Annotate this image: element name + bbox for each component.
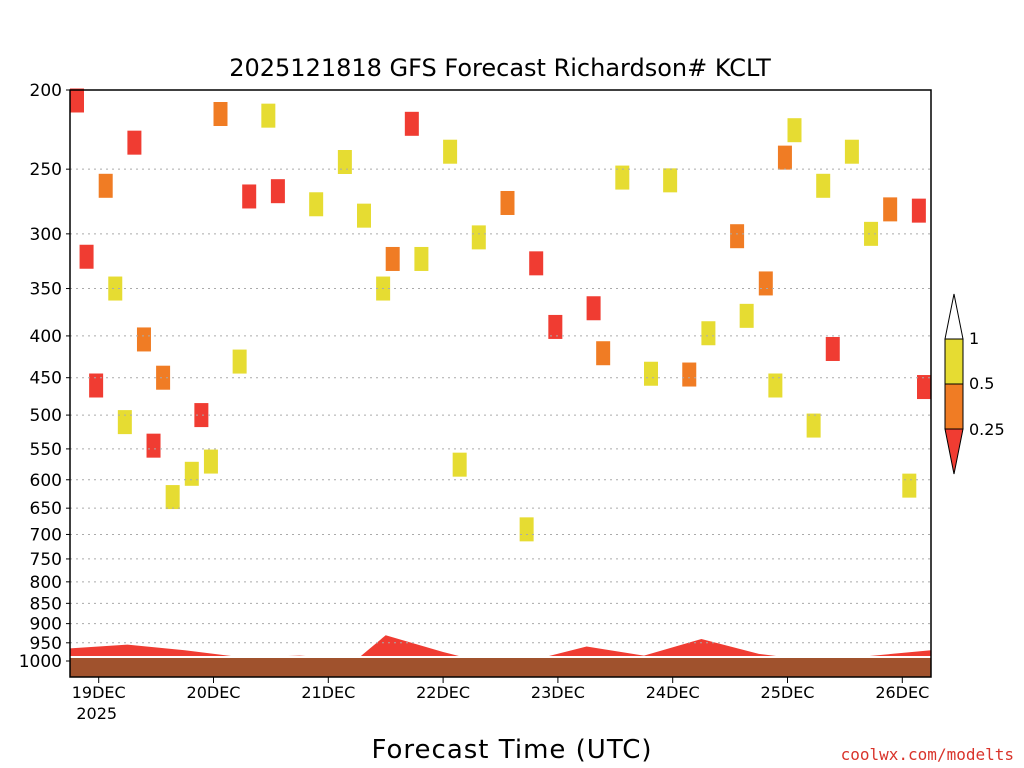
- heatmap-cell: [816, 173, 831, 198]
- heatmap-cell: [117, 410, 132, 435]
- heatmap-cell: [309, 192, 324, 217]
- heatmap-cell: [825, 336, 840, 361]
- heatmap-cell: [165, 485, 180, 510]
- y-tick-label: 300: [30, 225, 62, 245]
- heatmap-cell: [883, 197, 898, 222]
- heatmap-cell: [586, 296, 601, 321]
- colorbar-legend: 1 0.5 0.25: [944, 293, 1005, 475]
- heatmap-cell: [911, 198, 926, 223]
- heatmap-cell: [864, 221, 879, 246]
- heatmap-cell: [644, 361, 658, 386]
- y-tick-label: 700: [30, 525, 62, 545]
- heatmap-cell: [108, 276, 123, 301]
- heatmap-cell: [146, 433, 161, 458]
- heatmap-cell: [414, 246, 429, 271]
- legend-label: 1: [969, 329, 979, 348]
- heatmap-cell: [730, 224, 745, 249]
- heatmap-cell: [242, 184, 257, 209]
- y-tick-label: 250: [30, 160, 62, 180]
- heatmap-cell: [70, 88, 84, 113]
- heatmap-cell: [270, 179, 285, 204]
- heatmap-cell: [213, 102, 228, 127]
- y-tick-label: 900: [30, 615, 62, 635]
- heatmap-cell: [471, 225, 486, 250]
- y-tick-label: 850: [30, 594, 62, 614]
- heatmap-cell: [443, 139, 458, 164]
- heatmap-cell: [194, 403, 209, 428]
- y-tick-label: 450: [30, 369, 62, 389]
- heatmap-cell: [758, 271, 773, 296]
- heatmap-cell: [89, 373, 104, 398]
- plot-frame: [69, 89, 932, 678]
- x-tick-label: 25DEC: [761, 683, 815, 702]
- heatmap-cell: [404, 111, 419, 136]
- ground-layer: [70, 657, 931, 677]
- legend-top-arrow: [944, 293, 964, 340]
- x-tick-year: 2025: [76, 704, 117, 723]
- y-tick-label: 500: [30, 406, 62, 426]
- heatmap-cell: [79, 244, 94, 269]
- legend-orange-bin: [944, 383, 964, 430]
- heatmap-cell: [261, 103, 276, 128]
- x-tick-label: 24DEC: [646, 683, 700, 702]
- heatmap-cell: [768, 373, 783, 398]
- credit-text: coolwx.com/modelts: [841, 745, 1014, 764]
- heatmap-cell: [385, 246, 400, 271]
- heatmap-cell: [232, 349, 247, 374]
- x-tick-label: 22DEC: [416, 683, 470, 702]
- heatmap-cell: [739, 303, 754, 328]
- legend-label: 0.25: [969, 420, 1005, 439]
- y-tick-label: 950: [30, 634, 62, 654]
- heatmap-cell: [136, 327, 151, 352]
- y-tick-label: 650: [30, 499, 62, 519]
- heatmap-cell: [357, 203, 371, 228]
- heatmap-cell: [452, 452, 467, 477]
- heatmap-cell: [615, 165, 630, 190]
- heatmap-cell: [500, 190, 515, 215]
- heatmap-cell: [127, 130, 142, 155]
- heatmap-cell: [548, 314, 563, 339]
- y-tick-label: 800: [30, 573, 62, 593]
- heatmap-cell: [529, 251, 544, 276]
- y-axis: 200 250 300 350 400 450 500 550 600 650 700 750 8008…: [19, 81, 70, 672]
- heatmap-cell: [663, 168, 678, 193]
- legend-yellow-bin: [944, 338, 964, 385]
- heatmap-cell: [917, 375, 931, 400]
- y-tick-label: 750: [30, 550, 62, 570]
- chart-title: 2025121818 GFS Forecast Richardson# KCLT: [229, 54, 771, 82]
- heatmap-cell: [777, 145, 792, 170]
- heatmap-cell: [701, 321, 716, 346]
- heatmap-cell: [806, 413, 821, 438]
- y-tick-label: 400: [30, 327, 62, 347]
- x-tick-label: 21DEC: [301, 683, 355, 702]
- x-tick-label: 20DEC: [187, 683, 241, 702]
- heatmap-cell: [98, 173, 113, 198]
- y-tick-label: 550: [30, 440, 62, 460]
- heatmap-cell: [519, 517, 534, 542]
- legend-label: 0.5: [969, 374, 994, 393]
- legend-bottom-arrow: [944, 428, 964, 475]
- y-tick-label: 350: [30, 280, 62, 300]
- heatmap-cell: [203, 449, 218, 474]
- y-tick-label: 600: [30, 471, 62, 491]
- x-axis: 19DEC 2025 20DEC 21DEC 22DEC 23DEC 24DEC 25DEC 2…: [72, 677, 929, 723]
- y-tick-label: 1000: [19, 652, 62, 672]
- heatmap-cells: [70, 88, 931, 542]
- heatmap-cell: [596, 341, 611, 366]
- surface-layer: [70, 635, 931, 677]
- x-tick-label: 26DEC: [875, 683, 929, 702]
- heatmap-cell: [902, 473, 917, 498]
- y-tick-label: 200: [30, 81, 62, 101]
- heatmap-cell: [787, 118, 802, 143]
- x-tick-label: 23DEC: [531, 683, 585, 702]
- heatmap-cell: [184, 461, 199, 486]
- heatmap-cell: [682, 362, 697, 387]
- x-axis-label: Forecast Time (UTC): [371, 735, 652, 765]
- heatmap-cell: [337, 149, 352, 174]
- heatmap-cell: [844, 139, 859, 164]
- heatmap-cell: [156, 365, 171, 390]
- surface-low-ri-band: [70, 635, 931, 661]
- x-tick-label: 19DEC: [72, 683, 126, 702]
